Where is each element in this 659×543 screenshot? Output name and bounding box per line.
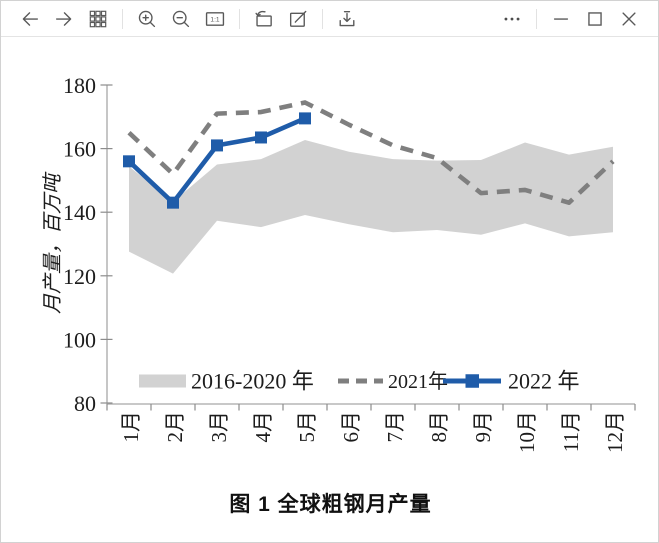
zoom-in-icon xyxy=(138,10,156,27)
viewer-toolbar: 1:1 xyxy=(1,1,658,37)
marker-2022 xyxy=(123,155,135,168)
minimize-button[interactable] xyxy=(546,4,576,34)
y-tick-label: 100 xyxy=(63,327,96,352)
x-tick-label: 8月 xyxy=(427,411,451,443)
toolbar-separator xyxy=(536,8,537,29)
y-tick-label: 140 xyxy=(63,200,96,225)
legend-band-label: 2016-2020 年 xyxy=(191,369,314,394)
zoom-in-button[interactable] xyxy=(132,4,162,34)
viewer-content: 180 160 140 120 100 80 1月 2月 3月 4月 5月 6月 7月 8月 9月 10月 11… xyxy=(1,37,658,542)
rotate-button[interactable] xyxy=(249,4,279,34)
thumbnail-grid-icon xyxy=(89,10,107,27)
actual-size-icon: 1:1 xyxy=(205,11,225,26)
arrow-left-icon xyxy=(22,11,39,26)
maximize-icon xyxy=(588,11,602,26)
toolbar-separator xyxy=(322,8,323,29)
x-tick-label: 10月 xyxy=(515,411,539,453)
marker-2022 xyxy=(211,139,223,152)
y-tick-label: 120 xyxy=(63,264,96,289)
more-options-button[interactable] xyxy=(497,4,527,34)
x-tick-label: 1月 xyxy=(119,411,143,443)
marker-2022 xyxy=(167,196,179,209)
x-tick-label: 7月 xyxy=(383,411,407,443)
x-tick-label: 11月 xyxy=(559,411,583,452)
x-tick-label: 12月 xyxy=(603,411,627,453)
close-button[interactable] xyxy=(614,4,644,34)
edit-icon xyxy=(289,10,307,27)
close-icon xyxy=(622,11,636,26)
minimize-icon xyxy=(553,17,569,20)
actual-size-label: 1:1 xyxy=(210,16,219,23)
x-tick-label: 2月 xyxy=(163,411,187,443)
download-icon xyxy=(339,10,355,26)
maximize-button[interactable] xyxy=(580,4,610,34)
legend-2022-label: 2022 年 xyxy=(508,369,580,394)
y-tick-label: 80 xyxy=(74,391,96,416)
line-2021 xyxy=(127,100,615,205)
arrow-right-icon xyxy=(55,11,72,26)
download-button[interactable] xyxy=(332,4,362,34)
forward-button[interactable] xyxy=(49,4,79,34)
legend-2021-label: 2021年 xyxy=(388,370,448,393)
marker-2022 xyxy=(255,131,267,144)
legend-blue-marker xyxy=(465,374,479,388)
actual-size-button[interactable]: 1:1 xyxy=(200,4,230,34)
edit-button[interactable] xyxy=(283,4,313,34)
toolbar-separator xyxy=(122,8,123,29)
figure-caption: 图 1 全球粗钢月产量 xyxy=(229,493,432,516)
chart-image: 180 160 140 120 100 80 1月 2月 3月 4月 5月 6月 7月 8月 9月 10月 11… xyxy=(42,73,636,453)
x-tick-label: 9月 xyxy=(471,411,495,443)
y-tick-label: 180 xyxy=(63,73,96,98)
zoom-out-icon xyxy=(172,10,190,27)
x-tick-label: 6月 xyxy=(339,411,363,443)
legend-band-swatch xyxy=(139,374,186,388)
band-2016-2020 xyxy=(129,140,613,274)
x-tick-label: 3月 xyxy=(207,411,231,443)
marker-2022 xyxy=(299,112,311,125)
more-options-icon xyxy=(504,17,520,20)
toolbar-separator xyxy=(239,8,240,29)
thumbnail-grid-button[interactable] xyxy=(83,4,113,34)
y-axis-title: 月产量，百万吨 xyxy=(42,171,64,314)
y-tick-label: 160 xyxy=(63,137,96,162)
rotate-icon xyxy=(255,10,272,26)
zoom-out-button[interactable] xyxy=(166,4,196,34)
x-tick-label: 5月 xyxy=(295,411,319,443)
back-button[interactable] xyxy=(15,4,45,34)
x-tick-label: 4月 xyxy=(251,411,275,443)
